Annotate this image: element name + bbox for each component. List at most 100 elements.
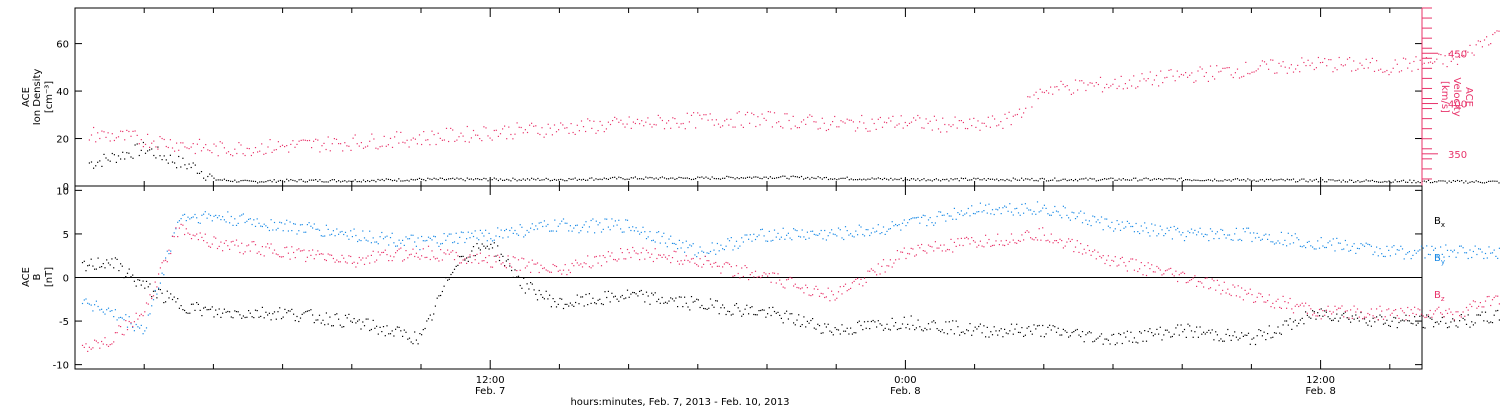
density-velocity-point	[940, 180, 942, 182]
field-point	[298, 320, 300, 323]
density-velocity-point	[558, 129, 560, 131]
density-velocity-point	[497, 135, 499, 137]
density-velocity-point	[1270, 178, 1272, 180]
density-velocity-point	[281, 180, 284, 182]
field-point	[1386, 319, 1388, 321]
density-axis-label-line1: ACE	[21, 87, 32, 107]
field-point	[415, 339, 417, 341]
density-velocity-point	[1185, 72, 1187, 74]
field-point	[581, 296, 584, 298]
field-point	[1071, 331, 1073, 334]
density-velocity-point	[896, 124, 898, 126]
field-point	[948, 321, 950, 323]
density-velocity-point	[1016, 179, 1018, 181]
field-point	[1156, 328, 1158, 330]
field-point	[102, 263, 104, 265]
density-velocity-point	[925, 118, 927, 120]
field-point	[592, 297, 594, 299]
field-point	[943, 332, 945, 334]
density-velocity-point	[809, 114, 811, 116]
density-velocity-point	[95, 165, 97, 167]
density-velocity-point	[165, 145, 167, 148]
field-point	[1434, 321, 1436, 324]
field-point	[654, 292, 656, 294]
field-point	[1182, 331, 1184, 333]
field-point	[967, 330, 969, 332]
density-velocity-point	[1054, 177, 1056, 179]
density-velocity-point	[296, 181, 298, 183]
field-point	[832, 334, 834, 336]
density-velocity-point	[599, 120, 601, 123]
density-velocity-point	[719, 126, 722, 128]
density-velocity-point	[1054, 86, 1056, 88]
density-velocity-point	[686, 177, 688, 179]
density-velocity-point	[576, 179, 578, 181]
field-point	[640, 289, 642, 292]
field-point	[107, 262, 110, 264]
field-point	[908, 328, 911, 330]
density-velocity-point	[188, 163, 190, 165]
field-point	[1040, 335, 1042, 337]
density-velocity-point	[491, 139, 493, 141]
density-velocity-point	[122, 130, 124, 133]
density-velocity-point	[769, 111, 771, 113]
field-point	[1251, 338, 1253, 340]
field-point	[244, 316, 246, 319]
density-velocity-point	[448, 140, 450, 143]
density-velocity-point	[765, 119, 767, 121]
density-velocity-point	[713, 177, 715, 180]
field-point	[88, 264, 90, 266]
field-point	[758, 310, 760, 312]
density-velocity-point	[724, 120, 726, 122]
field-point	[528, 288, 530, 290]
density-velocity-point	[1272, 180, 1274, 182]
density-velocity-point	[846, 118, 848, 120]
density-velocity-point	[1203, 75, 1205, 77]
density-velocity-point	[1288, 67, 1290, 69]
density-velocity-point	[827, 128, 830, 131]
field-point	[367, 318, 369, 320]
density-velocity-point	[1450, 181, 1452, 183]
density-velocity-point	[863, 122, 865, 124]
field-point	[500, 253, 502, 255]
density-velocity-point	[622, 123, 624, 125]
field-point	[348, 313, 350, 315]
density-velocity-point	[107, 159, 109, 161]
density-velocity-point	[1336, 69, 1338, 71]
field-point	[1334, 317, 1336, 319]
density-velocity-point	[1195, 179, 1197, 181]
field-point	[1064, 330, 1066, 332]
density-velocity-point	[171, 161, 174, 163]
density-velocity-point	[1074, 178, 1077, 181]
density-velocity-point	[711, 119, 713, 121]
density-velocity-point	[614, 176, 616, 178]
field-point	[374, 327, 376, 329]
field-point	[896, 328, 898, 331]
field-point	[569, 302, 571, 304]
field-point	[1453, 320, 1455, 322]
density-velocity-point	[1124, 83, 1126, 85]
velocity-axis-label-line2: Velocity	[1451, 77, 1462, 116]
field-point	[1277, 326, 1279, 328]
field-point	[1481, 311, 1483, 313]
density-velocity-point	[1475, 44, 1477, 46]
density-velocity-point	[1187, 76, 1189, 78]
density-velocity-point	[1330, 59, 1332, 61]
field-point	[464, 259, 466, 261]
field-point	[1069, 335, 1071, 337]
field-point	[490, 243, 492, 245]
density-velocity-point	[1334, 67, 1336, 69]
field-point	[659, 302, 661, 304]
field-point	[732, 313, 734, 315]
density-velocity-point	[508, 179, 510, 181]
field-point	[294, 320, 296, 322]
field-point	[1318, 315, 1321, 317]
density-velocity-point	[1322, 61, 1324, 63]
field-point	[358, 319, 360, 321]
field-point	[215, 309, 217, 311]
density-velocity-point	[354, 134, 356, 136]
density-velocity-point	[1189, 179, 1191, 181]
density-velocity-point	[771, 177, 773, 179]
density-velocity-point	[1261, 60, 1263, 62]
density-velocity-point	[1305, 65, 1307, 67]
